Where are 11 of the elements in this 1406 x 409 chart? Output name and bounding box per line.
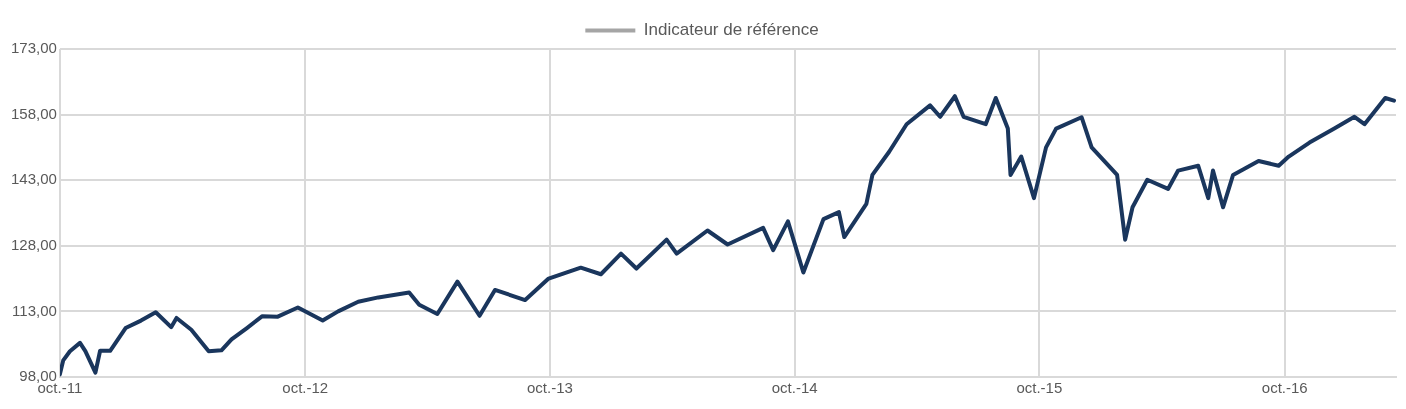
x-tick-label: oct.-12 [282,379,329,397]
legend-label: Indicateur de référence [643,20,819,40]
x-tick-label: oct.-14 [771,379,818,397]
y-tick-label: 113,00 [12,301,57,319]
y-tick-label: 158,00 [10,104,57,122]
x-tick-label: oct.-13 [527,379,573,397]
x-tick-label: oct.-16 [1261,379,1308,397]
y-tick-label: 143,00 [10,170,57,188]
y-tick-label: 173,00 [10,39,57,57]
y-tick-label: 128,00 [10,235,57,253]
x-tick-label: oct.-15 [1016,379,1063,397]
